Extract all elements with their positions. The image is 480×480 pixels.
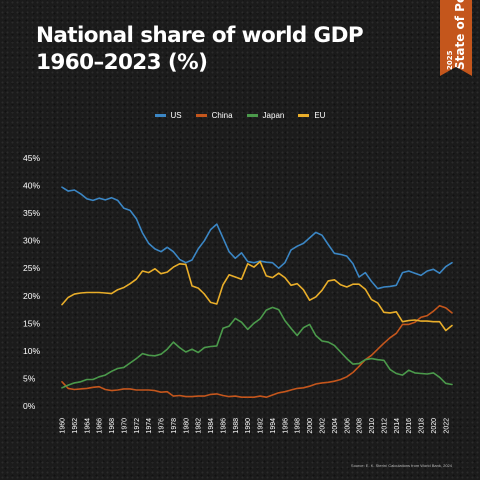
x-tick-label: 1994 — [270, 418, 277, 434]
chart-title-line-2: 1960–2023 (%) — [36, 50, 208, 75]
legend-item-japan: Japan — [246, 111, 285, 120]
x-tick-label: 1982 — [196, 418, 203, 434]
x-tick-label: 2002 — [320, 418, 327, 434]
series-line-japan — [61, 306, 453, 389]
x-tick-label: 1978 — [171, 418, 178, 434]
x-tick-label: 1962 — [72, 418, 79, 434]
x-tick-label: 1990 — [245, 418, 252, 434]
y-tick-label: 15% — [23, 318, 40, 328]
y-tick-label: 25% — [23, 263, 40, 273]
x-tick-label: 1996 — [282, 418, 289, 434]
legend-swatch — [298, 114, 310, 117]
x-tick-label: 2010 — [369, 418, 376, 434]
chart-title-line-1: National share of world GDP — [36, 23, 364, 48]
source-note: Source: E. K. Sterin/ Calculations from … — [350, 463, 452, 468]
x-tick-label: 2004 — [332, 418, 339, 434]
x-tick-label: 1988 — [233, 418, 240, 434]
legend-label: Japan — [262, 111, 285, 120]
x-tick-label: 1960 — [60, 418, 67, 434]
x-tick-label: 1972 — [134, 418, 141, 434]
state-of-power-badge: 2025 State of Power — [440, 0, 472, 76]
x-tick-label: 1968 — [109, 418, 116, 434]
chart-legend: US China Japan EU — [0, 111, 480, 120]
x-tick-label: 2016 — [406, 418, 413, 434]
legend-swatch — [195, 114, 207, 117]
x-tick-label: 1986 — [220, 418, 227, 434]
x-tick-label: 1980 — [183, 418, 190, 434]
legend-label: China — [211, 111, 233, 120]
x-tick-label: 2018 — [419, 418, 426, 434]
legend-label: EU — [314, 111, 326, 120]
legend-item-eu: EU — [298, 111, 325, 120]
x-tick-label: 1966 — [97, 418, 104, 434]
y-tick-label: 10% — [23, 346, 40, 356]
y-tick-label: 20% — [23, 291, 40, 301]
x-tick-label: 2000 — [307, 418, 314, 434]
series-line-us — [61, 186, 453, 290]
x-tick-label: 1992 — [258, 418, 265, 434]
legend-swatch — [246, 114, 258, 117]
x-tick-label: 2020 — [431, 418, 438, 434]
x-tick-label: 1974 — [146, 418, 153, 434]
x-tick-label: 1964 — [84, 418, 91, 434]
x-tick-label: 2006 — [344, 418, 351, 434]
y-tick-label: 5% — [23, 373, 36, 383]
x-tick-label: 2014 — [394, 418, 401, 434]
y-tick-label: 45% — [23, 153, 40, 163]
x-tick-label: 2012 — [381, 418, 388, 434]
legend-label: US — [170, 111, 182, 120]
x-tick-label: 2008 — [357, 418, 364, 434]
legend-item-us: US — [154, 111, 182, 120]
chart-title: National share of world GDP 1960–2023 (%… — [36, 22, 396, 76]
series-line-eu — [61, 260, 453, 332]
legend-swatch — [154, 114, 166, 117]
x-tick-label: 1970 — [121, 418, 128, 434]
x-tick-label: 1998 — [295, 418, 302, 434]
x-tick-label: 2022 — [443, 418, 450, 434]
y-tick-label: 40% — [23, 181, 40, 191]
legend-item-china: China — [195, 111, 233, 120]
y-tick-label: 0% — [23, 401, 36, 411]
y-tick-label: 30% — [23, 236, 40, 246]
series-line-china — [61, 304, 453, 399]
x-tick-label: 1984 — [208, 418, 215, 434]
x-tick-label: 1976 — [159, 418, 166, 434]
y-tick-label: 35% — [23, 208, 40, 218]
